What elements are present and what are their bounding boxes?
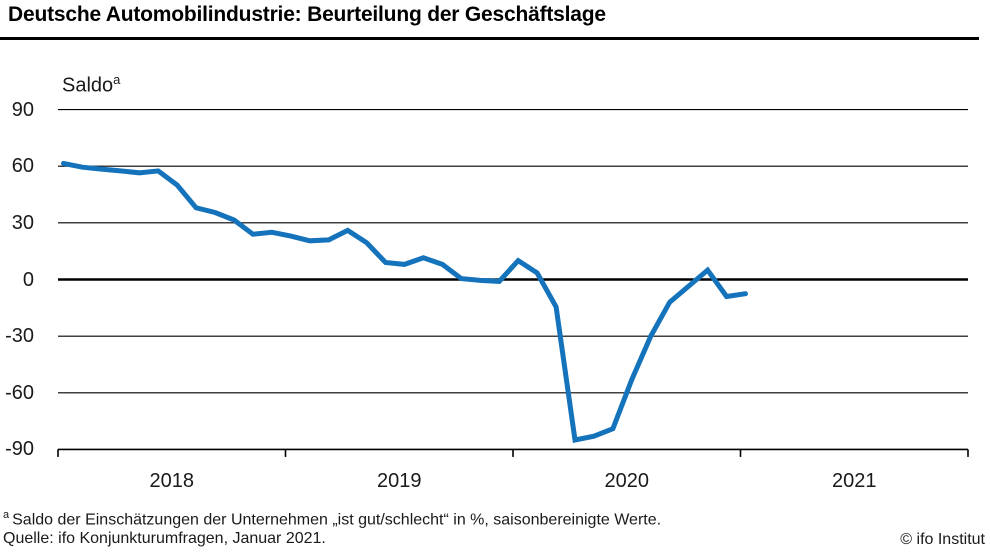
x-tick-label: 2019 <box>377 470 422 492</box>
title-rule <box>0 37 979 40</box>
y-tick-label: -90 <box>5 438 34 461</box>
y-tick-label: 0 <box>22 268 34 291</box>
x-tick-label: 2021 <box>832 470 877 492</box>
y-tick-label: -30 <box>5 325 34 348</box>
y-tick-label: 60 <box>11 155 34 178</box>
footnote: a Saldo der Einschätzungen der Unternehme… <box>3 509 661 529</box>
y-tick-label: 30 <box>11 211 34 234</box>
y-tick-label: 90 <box>11 98 34 121</box>
source-line: Quelle: ifo Konjunkturumfragen, Januar 2… <box>3 530 326 547</box>
y-axis-label-footnote-marker: a <box>113 72 121 87</box>
x-tick-label: 2018 <box>149 470 195 492</box>
y-axis-label: Saldoa <box>62 72 120 98</box>
y-axis-label-text: Saldo <box>62 74 114 97</box>
chart-title: Deutsche Automobilindustrie: Beurteilung… <box>8 3 606 26</box>
y-tick-label: -60 <box>5 381 34 404</box>
x-tick-label: 2020 <box>604 470 650 492</box>
footnote-text: Saldo der Einschätzungen der Unternehmen… <box>12 511 662 529</box>
footnote-marker: a <box>3 509 10 521</box>
copyright: © ifo Institut <box>900 531 985 548</box>
data-series-line <box>61 160 748 443</box>
